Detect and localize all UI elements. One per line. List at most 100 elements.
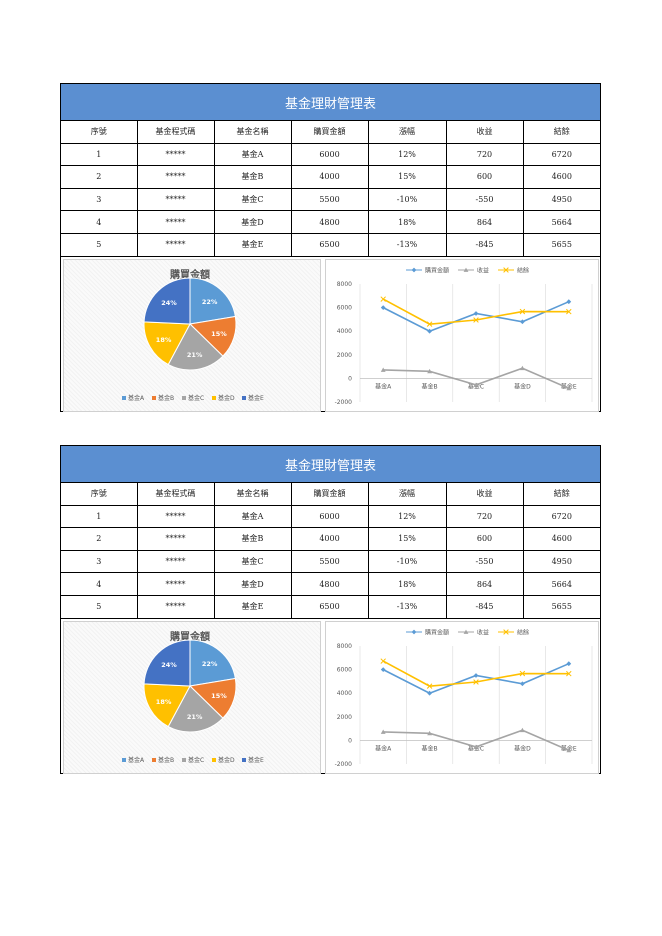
table-cell: 5500 — [291, 550, 369, 574]
pie-slice — [143, 639, 191, 687]
line-chart-panel: 購買金額 收益 結餘 8000 6000 4000 2000 0 -2000 基金A 基金B 基金C 基… — [325, 620, 599, 774]
data-point — [473, 316, 479, 323]
legend-marker — [463, 267, 469, 272]
data-point — [520, 318, 525, 324]
header-cell: 序號 — [61, 121, 138, 144]
legend-swatch — [212, 395, 216, 400]
pie-chart-title: 購買金額 — [169, 630, 210, 643]
y-tick-label: 2000 — [337, 351, 352, 358]
table-cell: 12% — [368, 143, 447, 167]
table-row: 5 ***** 基金E 6500 -13% -845 5655 — [61, 233, 600, 257]
table-cell: 5655 — [523, 233, 600, 257]
legend-swatch — [182, 757, 186, 762]
table-cell: 18% — [368, 572, 447, 596]
table-cell: -10% — [368, 188, 447, 212]
table-cell: 基金E — [214, 233, 292, 257]
table-cell: 720 — [446, 505, 524, 529]
table-cell: 基金B — [214, 165, 292, 189]
table-cell: ***** — [137, 550, 215, 574]
table-cell: -845 — [446, 233, 524, 257]
data-point — [473, 678, 479, 685]
table-cell: 5 — [61, 233, 138, 257]
header-cell: 購買金額 — [291, 121, 369, 144]
table-row: 2 ***** 基金B 4000 15% 600 4600 — [61, 165, 600, 189]
legend-label: 基金A — [128, 394, 145, 402]
fund-sheet-2: 基金理財管理表 序號 基金程式碼 基金名稱 購買金額 漲幅 收益 結餘 1 ***… — [60, 445, 601, 774]
table-cell: 4600 — [523, 527, 600, 551]
table-cell: ***** — [137, 527, 215, 551]
legend-label: 購買金額 — [425, 266, 449, 274]
x-tick-label: 基金A — [375, 382, 392, 390]
table-cell: 12% — [368, 505, 447, 529]
legend-label: 結餘 — [517, 628, 529, 636]
line-chart-panel: 購買金額 收益 結餘 8000 6000 4000 2000 0 -2000 基金A 基金B 基金C 基… — [325, 258, 599, 412]
table-cell: ***** — [137, 165, 215, 189]
legend-label: 購買金額 — [425, 628, 449, 636]
table-cell: 基金C — [214, 550, 292, 574]
table-cell: 3 — [61, 550, 138, 574]
header-cell: 收益 — [446, 121, 524, 144]
data-point — [380, 295, 386, 302]
pie-data-label: 22% — [202, 659, 218, 667]
header-cell: 收益 — [446, 483, 524, 506]
legend-label: 基金C — [188, 756, 204, 764]
data-point — [520, 680, 525, 686]
header-cell: 結餘 — [523, 121, 600, 144]
pie-slice — [143, 277, 191, 325]
fund-table: 序號 基金程式碼 基金名稱 購買金額 漲幅 收益 結餘 1 ***** 基金A 600… — [61, 483, 600, 619]
table-cell: 5664 — [523, 572, 600, 596]
charts-area: 購買金額 22% 15% 21% 18% 24% 基金A 基金B 基金C 基金D 基金E 購買金額 收… — [61, 619, 600, 776]
table-row: 3 ***** 基金C 5500 -10% -550 4950 — [61, 188, 600, 212]
sheet-title: 基金理財管理表 — [61, 446, 600, 483]
y-tick-label: 0 — [348, 375, 352, 382]
pie-chart-panel: 購買金額 22% 15% 21% 18% 24% 基金A 基金B 基金C 基金D 基金E — [63, 620, 321, 774]
table-cell: -550 — [446, 550, 524, 574]
table-cell: ***** — [137, 210, 215, 234]
table-cell: 4600 — [523, 165, 600, 189]
y-tick-label: -2000 — [335, 761, 353, 768]
table-row: 1 ***** 基金A 6000 12% 720 6720 — [61, 143, 600, 167]
series-line — [382, 662, 570, 694]
pie-data-label: 15% — [211, 330, 227, 338]
y-tick-label: 0 — [348, 737, 352, 744]
header-cell: 漲幅 — [368, 121, 447, 144]
table-cell: -550 — [446, 188, 524, 212]
pie-data-label: 24% — [161, 661, 177, 669]
table-row: 1 ***** 基金A 6000 12% 720 6720 — [61, 505, 600, 529]
table-cell: 6000 — [291, 143, 369, 167]
table-cell: 基金A — [214, 505, 292, 529]
table-cell: ***** — [137, 572, 215, 596]
data-point — [473, 382, 479, 387]
legend-label: 基金D — [218, 756, 235, 764]
header-cell: 基金名稱 — [214, 121, 292, 144]
data-point — [566, 670, 572, 676]
table-cell: -845 — [446, 595, 524, 619]
data-point — [380, 729, 386, 734]
table-cell: 6720 — [523, 505, 600, 529]
data-point — [426, 682, 433, 689]
pie-slice — [143, 682, 191, 727]
header-cell: 基金程式碼 — [137, 483, 215, 506]
table-cell: 600 — [446, 165, 524, 189]
legend-label: 基金B — [158, 756, 174, 764]
x-tick-label: 基金D — [514, 382, 531, 390]
pie-data-label: 15% — [211, 692, 227, 700]
y-tick-label: 6000 — [337, 304, 352, 311]
table-row: 5 ***** 基金E 6500 -13% -845 5655 — [61, 595, 600, 619]
pie-data-label: 18% — [156, 698, 172, 706]
pie-data-label: 18% — [156, 336, 172, 344]
legend-label: 結餘 — [517, 266, 529, 274]
sheet-title: 基金理財管理表 — [61, 84, 600, 121]
legend-swatch — [122, 395, 126, 400]
y-tick-label: 2000 — [337, 713, 352, 720]
pie-data-label: 21% — [187, 351, 203, 359]
pie-chart-panel: 購買金額 22% 15% 21% 18% 24% 基金A 基金B 基金C 基金D 基金E — [63, 258, 321, 412]
table-cell: 4 — [61, 572, 138, 596]
table-cell: 864 — [446, 572, 524, 596]
table-cell: 864 — [446, 210, 524, 234]
table-row: 4 ***** 基金D 4800 18% 864 5664 — [61, 210, 600, 234]
legend-marker — [503, 266, 509, 273]
legend-marker — [503, 628, 509, 635]
legend-swatch — [182, 395, 186, 400]
